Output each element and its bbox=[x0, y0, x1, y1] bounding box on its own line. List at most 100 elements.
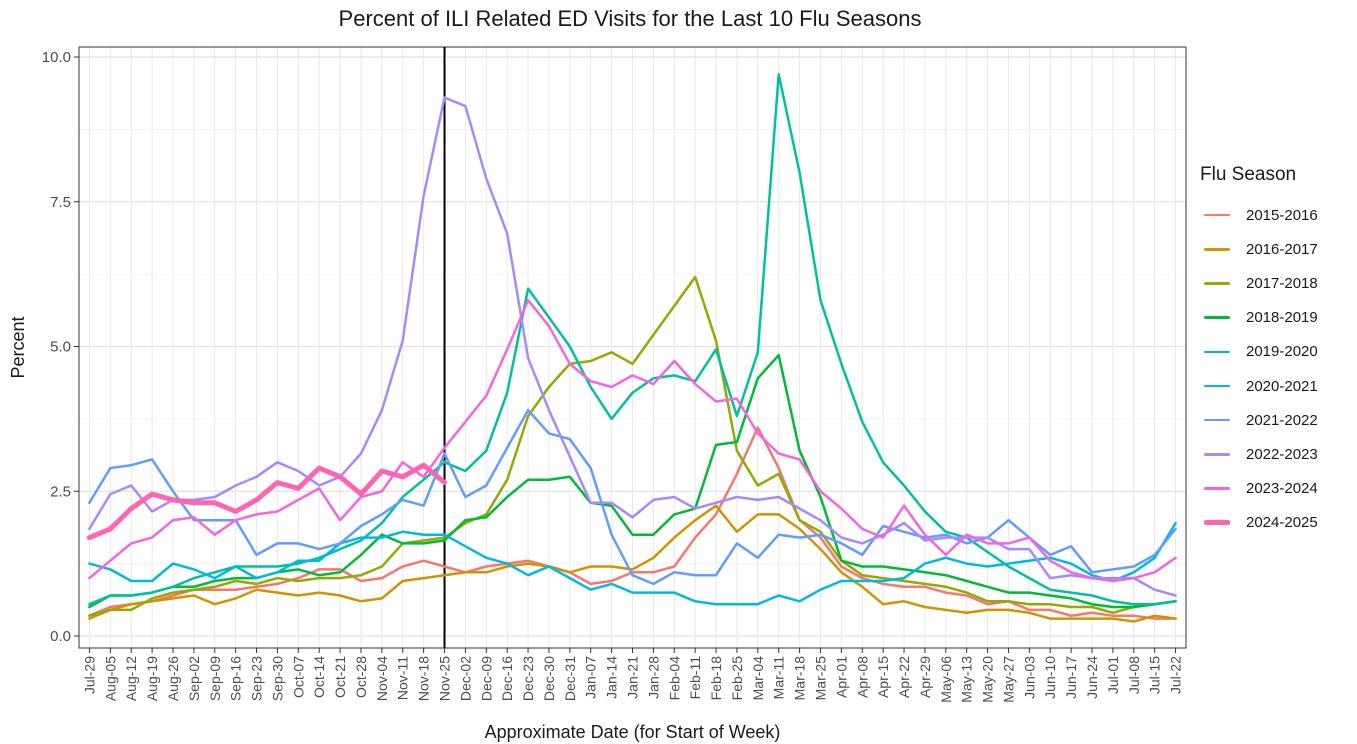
legend-item: 2016-2017 bbox=[1200, 232, 1350, 266]
legend-title: Flu Season bbox=[1200, 164, 1297, 185]
legend-key bbox=[1200, 307, 1234, 329]
x-tick-label: Aug-19 bbox=[144, 656, 160, 701]
x-tick-label: Feb-11 bbox=[687, 656, 703, 700]
x-tick-label: Oct-07 bbox=[290, 656, 306, 698]
x-tick-label: Jun-10 bbox=[1042, 656, 1058, 699]
legend-item: 2018-2019 bbox=[1200, 301, 1350, 335]
legend-key bbox=[1200, 478, 1234, 500]
x-tick-label: Jul-01 bbox=[1105, 656, 1121, 694]
x-tick-label: Dec-30 bbox=[541, 656, 557, 701]
x-tick-label: Jan-07 bbox=[583, 656, 599, 699]
x-tick-label: May-20 bbox=[980, 656, 996, 703]
x-tick-label: Dec-02 bbox=[457, 656, 473, 701]
x-tick-label: Nov-04 bbox=[374, 656, 390, 701]
legend-item: 2015-2016 bbox=[1200, 198, 1350, 232]
x-tick-label: Jan-21 bbox=[625, 656, 641, 699]
x-tick-label: Dec-16 bbox=[499, 656, 515, 701]
x-tick-label: Jul-22 bbox=[1168, 656, 1184, 694]
x-tick-label: Feb-18 bbox=[708, 656, 724, 701]
x-tick-label: Jul-29 bbox=[81, 656, 97, 694]
legend-item: 2023-2024 bbox=[1200, 472, 1350, 506]
series-line-2022-2023 bbox=[88, 96, 1177, 597]
x-tick-label: Apr-22 bbox=[896, 656, 912, 698]
x-tick-label: Jun-24 bbox=[1084, 656, 1100, 699]
legend-item: 2017-2018 bbox=[1200, 266, 1350, 300]
series-line-2016-2017 bbox=[88, 504, 1177, 623]
legend-item: 2024-2025 bbox=[1200, 506, 1350, 540]
legend-key bbox=[1200, 341, 1234, 363]
x-tick-label: Oct-14 bbox=[311, 656, 327, 698]
x-tick-label: Dec-23 bbox=[520, 656, 536, 701]
legend-label: 2021-2022 bbox=[1246, 411, 1318, 429]
series-lines bbox=[86, 73, 1177, 623]
x-tick-label: May-27 bbox=[1001, 656, 1017, 703]
legend-key bbox=[1200, 204, 1234, 226]
x-tick-label: Apr-08 bbox=[854, 656, 870, 698]
legend-key bbox=[1200, 512, 1234, 534]
legend-key bbox=[1200, 375, 1234, 397]
x-tick-label: Apr-29 bbox=[917, 656, 933, 698]
x-tick-label: Mar-11 bbox=[771, 656, 787, 700]
y-tick-label: 0.0 bbox=[50, 628, 71, 645]
x-tick-label: Feb-25 bbox=[729, 656, 745, 701]
x-tick-label: Mar-04 bbox=[750, 656, 766, 701]
x-tick-label: Jul-15 bbox=[1147, 656, 1163, 694]
legend-item: 2021-2022 bbox=[1200, 403, 1350, 437]
x-tick-label: May-13 bbox=[959, 656, 975, 703]
x-tick-label: Jul-08 bbox=[1126, 656, 1142, 694]
legend-item: 2019-2020 bbox=[1200, 335, 1350, 369]
x-tick-label: Jun-03 bbox=[1021, 656, 1037, 699]
chart-title: Percent of ILI Related ED Visits for the… bbox=[338, 6, 922, 31]
legend-label: 2016-2017 bbox=[1246, 240, 1318, 258]
legend-label: 2017-2018 bbox=[1246, 274, 1318, 292]
legend-label: 2019-2020 bbox=[1246, 343, 1318, 361]
x-axis-ticks: Jul-29 Aug-05 Aug-12 Aug-19 Aug-26 Sep-02 Sep-… bbox=[81, 648, 1184, 703]
x-tick-label: Sep-09 bbox=[207, 656, 223, 701]
series-line-2021-2022 bbox=[88, 408, 1177, 586]
series-line-2017-2018 bbox=[88, 275, 1177, 617]
x-tick-label: Dec-31 bbox=[562, 656, 578, 701]
x-tick-label: Aug-12 bbox=[123, 656, 139, 701]
x-tick-label: Mar-25 bbox=[813, 656, 829, 701]
legend-label: 2020-2021 bbox=[1246, 377, 1318, 395]
series-line-2024-2025 bbox=[86, 462, 447, 541]
x-tick-label: Nov-11 bbox=[395, 656, 411, 700]
x-tick-label: Mar-18 bbox=[792, 656, 808, 701]
legend-item: 2020-2021 bbox=[1200, 369, 1350, 403]
y-tick-label: 10.0 bbox=[42, 49, 71, 66]
x-tick-label: Jan-28 bbox=[645, 656, 661, 699]
x-tick-label: May-06 bbox=[938, 656, 954, 703]
x-tick-label: Apr-01 bbox=[833, 656, 849, 698]
x-tick-label: Jan-14 bbox=[604, 656, 620, 699]
series-line-2015-2016 bbox=[88, 426, 1177, 620]
gridlines bbox=[79, 47, 1186, 648]
series-line-2019-2020 bbox=[88, 73, 1177, 606]
series-line-2020-2021 bbox=[88, 521, 1177, 606]
x-tick-label: Sep-16 bbox=[228, 656, 244, 701]
y-tick-label: 5.0 bbox=[50, 339, 71, 356]
x-tick-label: Nov-18 bbox=[416, 656, 432, 701]
legend-key bbox=[1200, 272, 1234, 294]
series-line-2023-2024 bbox=[88, 298, 1177, 583]
x-tick-label: Sep-23 bbox=[249, 656, 265, 701]
x-tick-label: Aug-26 bbox=[165, 656, 181, 701]
x-tick-label: Aug-05 bbox=[102, 656, 118, 701]
x-tick-label: Feb-04 bbox=[666, 656, 682, 701]
legend-key bbox=[1200, 443, 1234, 465]
x-tick-label: Apr-15 bbox=[875, 656, 891, 698]
x-axis-title: Approximate Date (for Start of Week) bbox=[485, 722, 781, 742]
x-tick-label: Oct-21 bbox=[332, 656, 348, 698]
y-axis-ticks: 0.0 2.5 5.0 7.5 10.0 bbox=[42, 49, 79, 645]
legend-label: 2023-2024 bbox=[1246, 480, 1318, 498]
x-tick-label: Dec-09 bbox=[478, 656, 494, 701]
x-tick-label: Oct-28 bbox=[353, 656, 369, 698]
y-axis-title: Percent bbox=[8, 316, 28, 378]
legend-item: 2022-2023 bbox=[1200, 437, 1350, 471]
y-tick-label: 2.5 bbox=[50, 483, 71, 500]
legend-label: 2024-2025 bbox=[1246, 514, 1318, 532]
legend-label: 2015-2016 bbox=[1246, 206, 1318, 224]
legend-label: 2022-2023 bbox=[1246, 445, 1318, 463]
y-tick-label: 7.5 bbox=[50, 194, 71, 211]
legend-key bbox=[1200, 409, 1234, 431]
